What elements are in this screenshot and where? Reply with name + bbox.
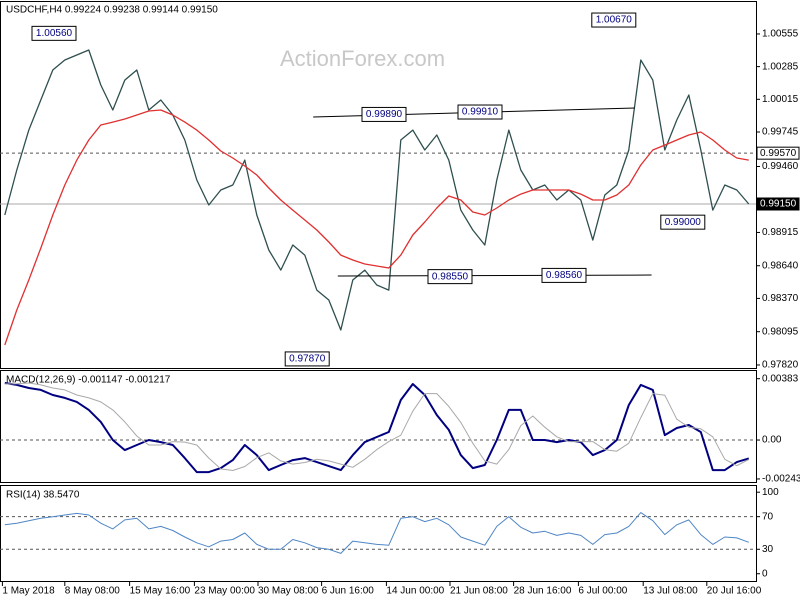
y-tick-label: 0.97820 <box>762 360 799 371</box>
y-tick-label: 0.98915 <box>762 227 799 238</box>
annotation-label: 0.98550 <box>432 271 469 282</box>
annotation-box <box>31 25 77 41</box>
x-tick-label: 28 Jun 16:00 <box>514 586 572 597</box>
annotation-box <box>591 12 637 28</box>
y-tick-label: 0 <box>762 568 768 579</box>
y-tick-label: 70 <box>762 511 774 522</box>
watermark: ActionForex.com <box>280 46 445 71</box>
x-tick-label: 14 Jun 00:00 <box>386 586 444 597</box>
series-line <box>4 382 750 474</box>
y-tick-label: 30 <box>762 544 774 555</box>
level-label: 0.99570 <box>760 148 797 159</box>
series-line <box>4 109 749 346</box>
annotation-box <box>427 269 473 285</box>
y-tick-label: 0.98370 <box>762 293 799 304</box>
trend-line <box>337 274 652 277</box>
x-tick-label: 1 May 2018 <box>2 586 55 597</box>
y-tick-label: 0.99745 <box>762 127 799 138</box>
rsi-title: RSI(14) 38.5470 <box>6 490 80 501</box>
series-line <box>4 512 749 554</box>
y-tick-label: 0.00383 <box>762 373 799 384</box>
price-panel <box>0 1 757 369</box>
y-tick-label: 0.00 <box>762 435 782 446</box>
price-title: USDCHF,H4 0.99224 0.99238 0.99144 0.9915… <box>6 5 218 16</box>
x-tick-label: 8 May 08:00 <box>65 586 120 597</box>
x-tick-label: 6 Jun 16:00 <box>322 586 375 597</box>
x-tick-label: 23 May 00:00 <box>194 586 255 597</box>
y-tick-label: -0.00243 <box>762 474 800 485</box>
x-tick-label: 13 Jul 08:00 <box>643 586 698 597</box>
annotation-box <box>541 267 587 283</box>
annotation-label: 0.99890 <box>366 109 403 120</box>
annotation-box <box>361 106 407 122</box>
y-tick-label: 100 <box>762 487 779 498</box>
level-label-box <box>756 197 800 211</box>
annotation-label: 0.99000 <box>665 217 702 228</box>
macd-panel <box>0 370 757 483</box>
annotation-box <box>284 351 330 367</box>
annotation-box <box>660 214 706 230</box>
x-tick-label: 15 May 16:00 <box>130 586 191 597</box>
x-tick-label: 30 May 08:00 <box>258 586 319 597</box>
level-label: 0.99150 <box>760 199 797 210</box>
y-tick-label: 1.00285 <box>762 61 799 72</box>
annotation-box <box>457 104 503 120</box>
series-line <box>4 382 750 471</box>
y-tick-label: 1.00015 <box>762 94 799 105</box>
macd-title: MACD(12,26,9) -0.001147 -0.001217 <box>6 375 171 386</box>
x-tick-label: 21 Jun 08:00 <box>450 586 508 597</box>
rsi-panel <box>0 485 757 582</box>
annotation-label: 1.00670 <box>596 15 633 26</box>
y-tick-label: 0.98640 <box>762 260 799 271</box>
series-line <box>4 49 750 331</box>
annotation-label: 0.98560 <box>546 270 583 281</box>
annotation-label: 0.97870 <box>289 354 326 365</box>
x-tick-label: 6 Jul 00:00 <box>578 586 627 597</box>
y-tick-label: 0.99460 <box>762 161 799 172</box>
y-tick-label: 1.00555 <box>762 29 799 40</box>
y-tick-label: 0.98095 <box>762 326 799 337</box>
annotation-label: 0.99910 <box>462 107 499 118</box>
annotation-label: 1.00560 <box>36 28 73 39</box>
x-tick-label: 20 Jul 16:00 <box>707 586 762 597</box>
level-label-box <box>756 146 800 160</box>
